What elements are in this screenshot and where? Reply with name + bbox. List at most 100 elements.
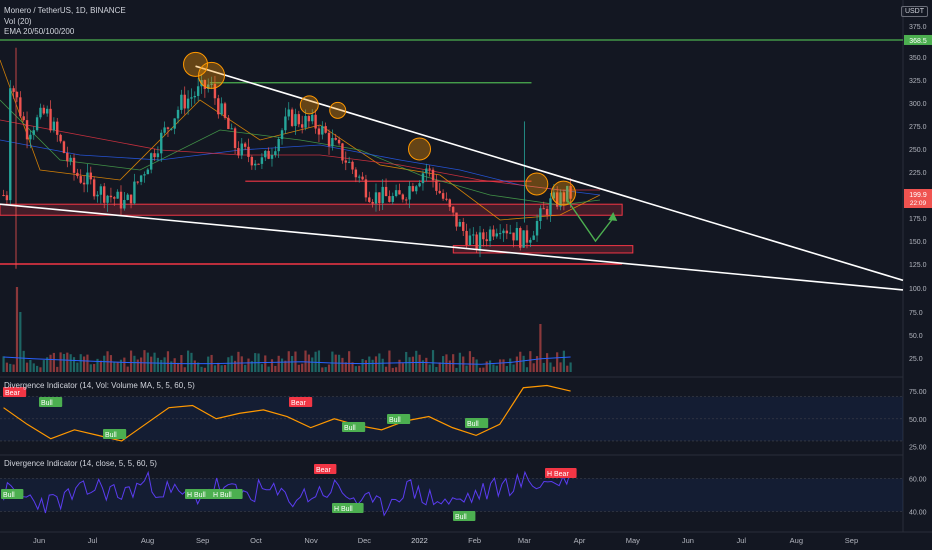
ind2-marker (545, 468, 577, 478)
candle-body (495, 233, 498, 237)
volume-bar (549, 362, 552, 372)
ind1-marker (342, 422, 366, 432)
ind1-marker (465, 418, 489, 428)
candle-body (143, 174, 146, 176)
candle-body (431, 169, 435, 181)
volume-bar (197, 362, 200, 372)
volume-legend: Vol (20) (4, 17, 32, 26)
volume-bar (391, 367, 394, 372)
candle-body (368, 197, 371, 202)
volume-ma-line (3, 356, 571, 365)
candle-body (217, 98, 220, 115)
candle-body (418, 183, 421, 187)
candle-body (32, 130, 35, 135)
volume-bar (203, 367, 206, 372)
candle-body (99, 186, 103, 195)
volume-bar (331, 351, 334, 372)
candle-body (180, 94, 183, 110)
candle-body (284, 116, 287, 131)
candle-body (52, 121, 56, 131)
volume-bar (307, 354, 310, 372)
candle-body (227, 117, 230, 129)
ind1-marker-label: Bull (41, 400, 53, 407)
volume-bar (398, 359, 401, 372)
volume-bar (351, 362, 354, 372)
candles (2, 74, 572, 258)
countdown-label: 22:09 (910, 200, 927, 207)
candle-body (478, 232, 482, 250)
currency-button[interactable]: USDT (900, 6, 928, 17)
candle-body (535, 220, 539, 236)
volume-bar (190, 352, 193, 372)
volume-bar (113, 361, 116, 372)
candle-body (441, 193, 445, 199)
ind2-tick-label: 40.00 (909, 510, 927, 517)
candle-body (378, 192, 381, 204)
candle-body (173, 118, 176, 129)
candle-body (280, 130, 284, 140)
volume-bar (529, 351, 532, 372)
volume-bar (22, 350, 25, 372)
candle-body (139, 175, 143, 182)
candle-body (109, 195, 113, 198)
price-tick-label: 325.0 (909, 78, 927, 85)
ind1-tick-label: 50.00 (909, 417, 927, 424)
candle-body (539, 208, 542, 221)
ind1-tick-label: 75.00 (909, 389, 927, 396)
candle-body (307, 116, 311, 122)
volume-bar (344, 362, 347, 372)
price-tick-label: 50.0 (909, 333, 923, 340)
volume-bar (89, 364, 92, 372)
candle-body (351, 161, 354, 170)
candle-body (264, 150, 267, 158)
volume-bar (103, 355, 106, 372)
volume-bar (79, 354, 82, 372)
ind2-marker-label: Bull (3, 492, 15, 499)
volume-bar (163, 357, 166, 372)
candle-body (344, 160, 347, 163)
volume-bar (166, 351, 170, 372)
ind2-marker-label: H Bull (213, 492, 232, 499)
volume-bar (173, 358, 176, 372)
ind2-marker (185, 489, 217, 499)
ind2-tick-label: 60.00 (909, 477, 927, 484)
ind2-marker-label: H Bull (334, 506, 353, 513)
candle-body (519, 228, 522, 248)
volume-bar (539, 324, 542, 372)
indicator2-line (3, 470, 572, 517)
volume-bar (546, 353, 549, 372)
candle-body (156, 153, 160, 158)
ind2-marker (1, 489, 24, 499)
volume-bar (42, 360, 45, 372)
projection-path (566, 199, 614, 243)
price-tick-label: 375.0 (909, 24, 927, 31)
ind2-marker-label: H Bear (547, 471, 569, 478)
candle-body (408, 186, 411, 200)
volume-bar (368, 356, 371, 372)
volume-bar (59, 352, 62, 372)
support-zone (0, 203, 623, 216)
candle-body (210, 83, 213, 85)
volume-bar (374, 356, 378, 372)
volume-bar (93, 364, 96, 372)
candle-body (243, 143, 247, 147)
candle-body (277, 139, 280, 152)
time-tick-label: Sep (845, 536, 858, 545)
candle-body (311, 114, 314, 122)
candle-body (196, 86, 200, 96)
candle-body (549, 198, 552, 215)
candle-body (391, 196, 394, 202)
volume-bar (556, 352, 559, 372)
time-tick-label: Jul (88, 536, 98, 545)
candle-body (12, 88, 15, 92)
candle-body (324, 126, 327, 133)
candle-body (381, 186, 384, 204)
highlight-circle (198, 61, 226, 89)
volume-bar (408, 357, 411, 372)
ind1-marker (289, 397, 313, 407)
volume-bar (46, 357, 49, 372)
candle-body (270, 154, 274, 159)
volume-bar (140, 357, 143, 372)
candle-body (562, 192, 566, 202)
